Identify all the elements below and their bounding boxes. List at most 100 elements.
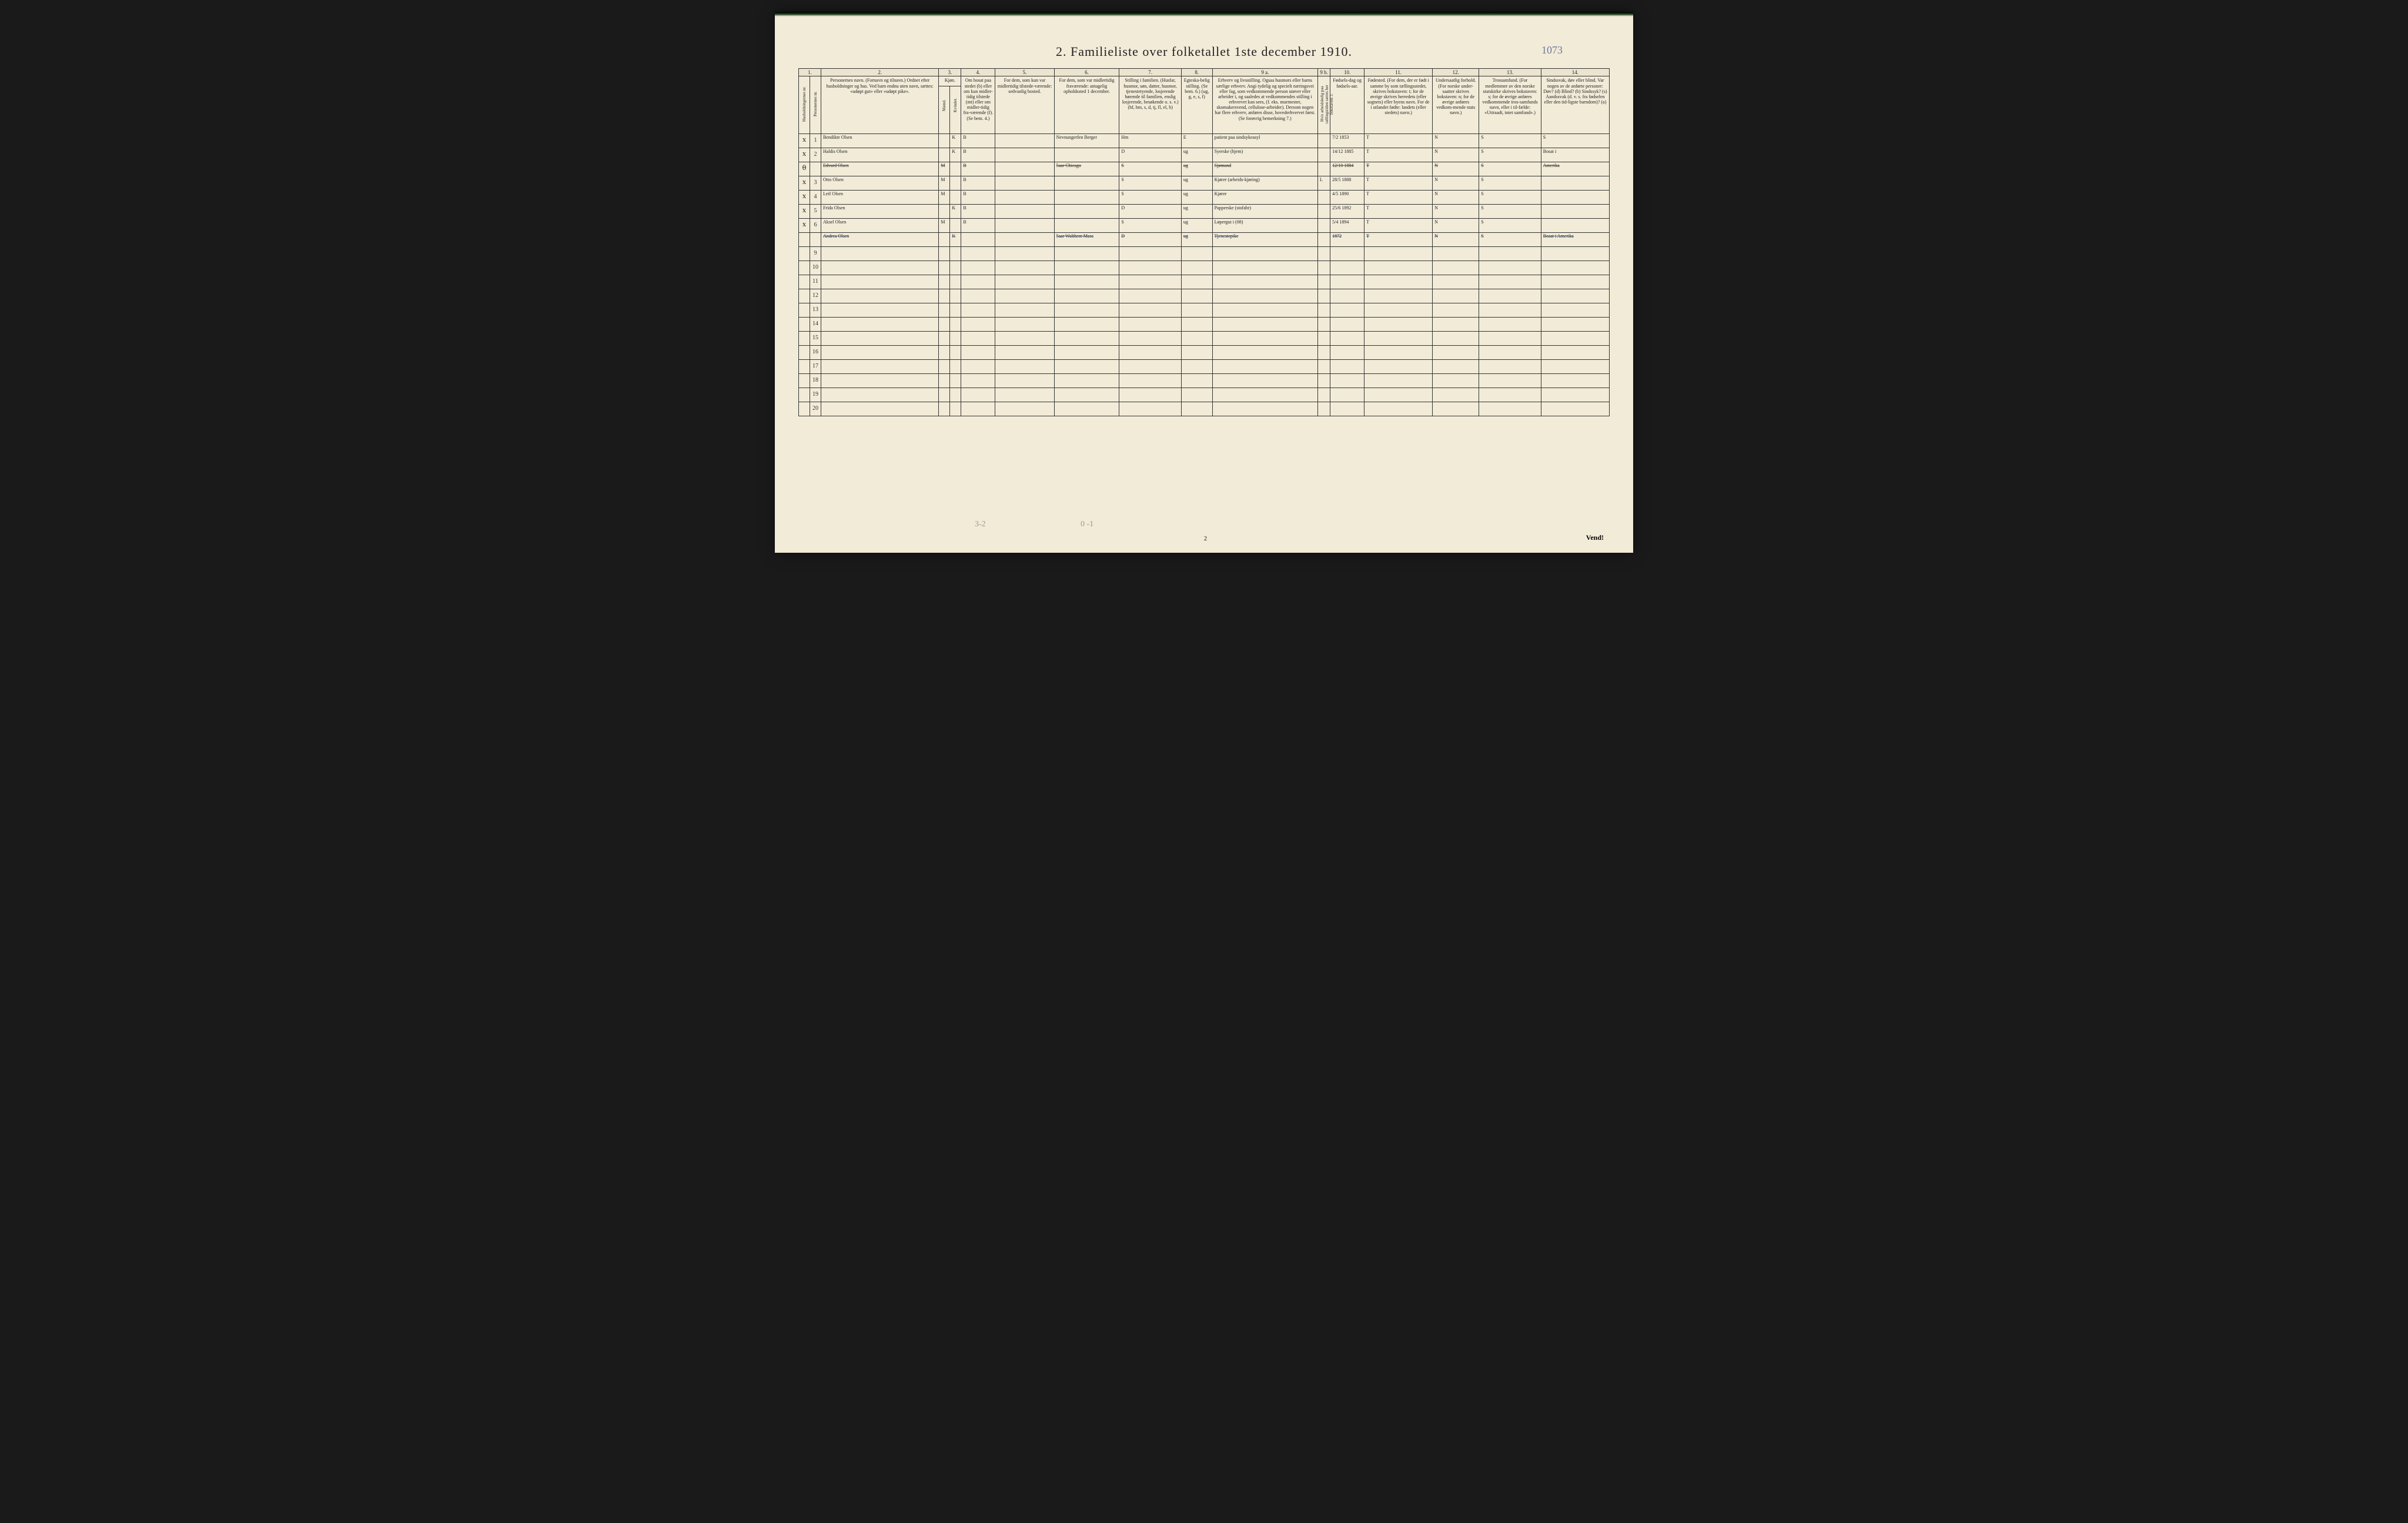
- cell-empty: 17: [810, 359, 821, 373]
- cell-empty: [1433, 289, 1479, 303]
- title-row: 2. Familieliste over folketallet 1ste de…: [798, 44, 1610, 59]
- cell-c13: S: [1479, 133, 1541, 148]
- cell-empty: [1479, 289, 1541, 303]
- cell-c6: [1054, 148, 1119, 162]
- cell-c7: D: [1119, 148, 1182, 162]
- cell-name: Bendikte Olsen: [821, 133, 938, 148]
- hdr-c1b: Personernes nr.: [810, 76, 821, 133]
- cell-empty: 15: [810, 331, 821, 345]
- cell-empty: [1054, 246, 1119, 260]
- cell-empty: [1212, 246, 1317, 260]
- cell-empty: [1433, 260, 1479, 275]
- cell-empty: [995, 317, 1054, 331]
- cell-c9a: Kjører: [1212, 190, 1317, 204]
- cell-empty: [1318, 260, 1330, 275]
- cell-c5: [995, 218, 1054, 232]
- cell-mark: 0: [799, 162, 810, 176]
- hdr-c5: For dem, som kun var midlertidig tilsted…: [995, 76, 1054, 133]
- cell-empty: [799, 402, 810, 416]
- cell-empty: [1212, 373, 1317, 388]
- cell-c12: N: [1433, 133, 1479, 148]
- cell-empty: [1119, 317, 1182, 331]
- cell-empty: [1054, 345, 1119, 359]
- cell-name: Andrea Olsen: [821, 232, 938, 246]
- cell-c5: [995, 204, 1054, 218]
- cell-name: Leif Olsen: [821, 190, 938, 204]
- cell-empty: [1330, 289, 1364, 303]
- cell-empty: [1181, 373, 1212, 388]
- table-row: Andrea OlsenK5aar Walthem MassDugTjenest…: [799, 232, 1610, 246]
- cell-empty: [821, 317, 938, 331]
- cell-kv: [950, 218, 961, 232]
- cell-c7: D: [1119, 204, 1182, 218]
- cell-c9b: [1318, 218, 1330, 232]
- table-row-empty: 20: [799, 402, 1610, 416]
- cell-mark: x: [799, 133, 810, 148]
- cell-bmt: [961, 232, 995, 246]
- cell-empty: [1479, 275, 1541, 289]
- cell-kv: K: [950, 204, 961, 218]
- cell-empty: [1479, 373, 1541, 388]
- cell-empty: [821, 345, 938, 359]
- cell-mk: [939, 133, 950, 148]
- cell-empty: [1330, 388, 1364, 402]
- cell-empty: [1212, 275, 1317, 289]
- cell-empty: [1119, 303, 1182, 317]
- hdr-c13: Trossamfund. (For medlemmer av den norsk…: [1479, 76, 1541, 133]
- cell-c5: [995, 133, 1054, 148]
- hdr-c7: Stilling i familien. (Husfar, husmor, sø…: [1119, 76, 1182, 133]
- cell-empty: [1433, 345, 1479, 359]
- cell-empty: [939, 388, 950, 402]
- cell-c13: S: [1479, 148, 1541, 162]
- pencil-note-mid: 0 -1: [1081, 520, 1093, 529]
- cell-c14: S: [1541, 133, 1609, 148]
- cell-empty: [961, 246, 995, 260]
- cell-c14: [1541, 176, 1609, 190]
- printed-page-number: 2: [1204, 536, 1207, 542]
- colnum-8: 8.: [1181, 69, 1212, 76]
- cell-mark: x: [799, 148, 810, 162]
- table-row: 0Edvard OlsenMB5aar ChicagoSugSjømand12/…: [799, 162, 1610, 176]
- cell-empty: [961, 317, 995, 331]
- cell-empty: [1479, 331, 1541, 345]
- cell-c13: S: [1479, 190, 1541, 204]
- table-body: x1Bendikte OlsenKBNevnungerfen BergerHmE…: [799, 133, 1610, 416]
- hdr-c12: Undersaatlig forhold. (For norske under-…: [1433, 76, 1479, 133]
- cell-empty: [821, 402, 938, 416]
- cell-empty: [1364, 359, 1433, 373]
- table-row: x3Otto OlsenMBSugKjører (arbeids-kjøring…: [799, 176, 1610, 190]
- cell-c14: [1541, 218, 1609, 232]
- cell-c9b: [1318, 232, 1330, 246]
- cell-empty: [995, 331, 1054, 345]
- cell-c12: N: [1433, 204, 1479, 218]
- cell-c9b: [1318, 204, 1330, 218]
- cell-empty: [1541, 373, 1609, 388]
- cell-c6: 5aar Walthem Mass: [1054, 232, 1119, 246]
- cell-empty: [961, 275, 995, 289]
- cell-c14: Bosat i: [1541, 148, 1609, 162]
- cell-c7: D: [1119, 232, 1182, 246]
- cell-c12: N: [1433, 148, 1479, 162]
- cell-name: Otto Olsen: [821, 176, 938, 190]
- cell-empty: [1479, 388, 1541, 402]
- cell-empty: [1054, 260, 1119, 275]
- cell-mk: [939, 148, 950, 162]
- cell-empty: [1318, 303, 1330, 317]
- cell-c5: [995, 162, 1054, 176]
- cell-empty: [1212, 345, 1317, 359]
- cell-mark: x: [799, 190, 810, 204]
- cell-empty: [1318, 275, 1330, 289]
- pencil-note-left: 3-2: [975, 520, 986, 529]
- table-row-empty: 12: [799, 289, 1610, 303]
- cell-c5: [995, 232, 1054, 246]
- cell-c11: T: [1364, 133, 1433, 148]
- cell-empty: [821, 246, 938, 260]
- colnum-9a: 9 a.: [1212, 69, 1317, 76]
- cell-c10: 4/5 1890: [1330, 190, 1364, 204]
- cell-empty: 11: [810, 275, 821, 289]
- cell-c5: [995, 176, 1054, 190]
- cell-empty: 20: [810, 402, 821, 416]
- cell-empty: [1479, 317, 1541, 331]
- cell-mark: [799, 232, 810, 246]
- cell-empty: [950, 402, 961, 416]
